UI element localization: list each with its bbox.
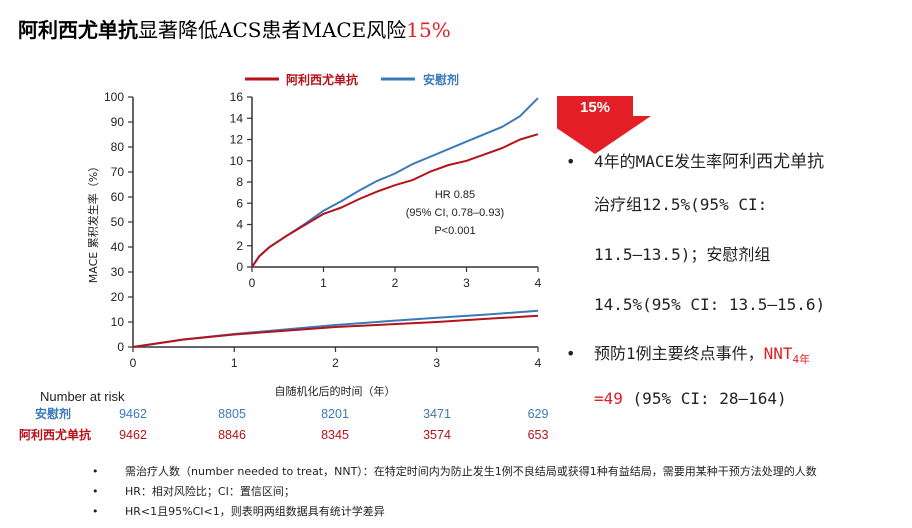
legend-label-treatment: 阿利西尤单抗: [286, 72, 358, 87]
inset-y-tick-label: 2: [236, 239, 243, 253]
main-series: [132, 309, 539, 348]
risk-cell: 9462: [119, 407, 147, 421]
footnote-significance: HR<1且95%CI<1，则表明两组数据具有统计学差异: [92, 502, 817, 522]
risk-row-name-treatment: 阿利西尤单抗: [19, 427, 91, 442]
inset-y-tick-label: 16: [230, 90, 244, 104]
main-y-tick-label: 30: [111, 265, 125, 279]
inset-y-tick-label: 0: [236, 260, 243, 274]
risk-cell: 8345: [321, 428, 349, 442]
inset-y-tick-label: 14: [230, 111, 244, 125]
risk-cell: 3574: [423, 428, 451, 442]
risk-table: Number at risk 安慰剂 阿利西尤单抗 9462 8805 8201 34…: [19, 389, 548, 442]
main-y-tick-label: 40: [111, 240, 125, 254]
risk-row-name-placebo: 安慰剂: [35, 406, 71, 421]
inset-x-tick-label: 3: [463, 276, 470, 290]
b1-line4: 14.5%(95% CI: 13.5–15.6): [594, 295, 826, 314]
footnotes: 需治疗人数（number needed to treat，NNT）：在特定时间内…: [92, 462, 817, 522]
reduction-arrow-badge: [557, 96, 651, 154]
main-line-placebo: [132, 309, 539, 348]
summary-panel: 4年的MACE发生率阿利西尤单抗 治疗组12.5%(95% CI: 11.5–1…: [566, 144, 906, 421]
hr-ci: (95% CI, 0.78–0.93): [406, 207, 504, 219]
inset-y-tick-label: 12: [230, 133, 244, 147]
title-main: 显著降低ACS患者MACE风险: [138, 18, 407, 42]
footnote-nnt: 需治疗人数（number needed to treat，NNT）：在特定时间内…: [92, 462, 817, 482]
hr-value: HR 0.85: [435, 189, 475, 201]
risk-cell: 9462: [119, 428, 147, 442]
b1-drug: 阿利西尤单抗: [722, 152, 825, 172]
risk-cell: 8846: [218, 428, 246, 442]
b1-prefix: 4年的MACE发生率: [594, 152, 723, 171]
risk-cell: 3471: [423, 407, 451, 421]
p-value: P<0.001: [434, 225, 475, 237]
main-y-tick-label: 100: [104, 90, 124, 104]
inset-y-tick-label: 8: [236, 175, 243, 189]
risk-cell: 8201: [321, 407, 349, 421]
inset-line-placebo: [251, 97, 539, 268]
main-y-tick-label: 50: [111, 215, 125, 229]
main-y-tick-label: 20: [111, 290, 125, 304]
page-title: 阿利西尤单抗显著降低ACS患者MACE风险15%: [18, 14, 451, 43]
legend: 阿利西尤单抗 安慰剂: [245, 72, 459, 87]
badge-label: 15%: [579, 99, 611, 116]
nnt-subscript: 4年: [792, 353, 811, 367]
summary-bullet-2: 预防1例主要终点事件，NNT4年 =49 (95% CI: 28–164): [566, 336, 906, 421]
title-percent: 15%: [406, 18, 451, 42]
b1-line3: 11.5–13.5)；安慰剂组: [594, 245, 771, 264]
main-y-tick-label: 10: [111, 315, 125, 329]
main-x-tick-label: 4: [535, 356, 542, 370]
b1-line2: 治疗组12.5%(95% CI:: [594, 195, 768, 214]
inset-x-tick-label: 2: [392, 276, 399, 290]
risk-cell: 653: [528, 428, 549, 442]
main-x-tick-label: 1: [231, 356, 238, 370]
main-y-tick-label: 0: [117, 340, 124, 354]
inset-annotation: HR 0.85 (95% CI, 0.78–0.93) P<0.001: [406, 189, 504, 237]
legend-label-placebo: 安慰剂: [423, 72, 459, 87]
main-y-tick-label: 60: [111, 190, 125, 204]
risk-table-title: Number at risk: [40, 389, 125, 404]
inset-y-tick-label: 6: [236, 196, 243, 210]
risk-numbers: 9462 8805 8201 3471 629 9462 8846 8345 3574 653: [119, 407, 548, 442]
nnt-label: NNT4年: [763, 344, 811, 367]
risk-cell: 8805: [218, 407, 246, 421]
inset-series: [251, 97, 539, 268]
main-x-tick-label: 0: [130, 356, 137, 370]
inset-x-tick-label: 0: [249, 276, 256, 290]
nnt-ci: (95% CI: 28–164): [632, 389, 787, 409]
title-drug: 阿利西尤单抗: [18, 18, 138, 42]
b2-prefix: 预防1例主要终点事件，: [594, 344, 764, 363]
main-y-tick-label: 80: [111, 140, 125, 154]
main-line-treatment: [132, 314, 539, 348]
risk-cell: 629: [528, 407, 549, 421]
summary-bullet-1: 4年的MACE发生率阿利西尤单抗 治疗组12.5%(95% CI: 11.5–1…: [566, 144, 906, 330]
down-arrow-icon: [557, 96, 651, 154]
main-x-tick-label: 3: [433, 356, 440, 370]
main-x-axis-label: 自随机化后的时间（年）: [275, 384, 396, 398]
main-y-tick-label: 70: [111, 165, 125, 179]
nnt-text: NNT: [763, 344, 793, 363]
inset-x-tick-label: 1: [320, 276, 327, 290]
main-y-tick-label: 90: [111, 115, 125, 129]
inset-line-treatment: [251, 133, 539, 268]
inset-x-tick-label: 4: [535, 276, 542, 290]
inset-y-tick-label: 10: [230, 154, 244, 168]
main-x-tick-label: 2: [332, 356, 339, 370]
footnote-hr-ci: HR：相对风险比；CI：置信区间；: [92, 482, 817, 502]
inset-y-tick-label: 4: [236, 218, 243, 232]
nnt-value: =49: [594, 389, 623, 409]
main-y-axis-label: MACE 累积发生率（%）: [86, 161, 100, 283]
